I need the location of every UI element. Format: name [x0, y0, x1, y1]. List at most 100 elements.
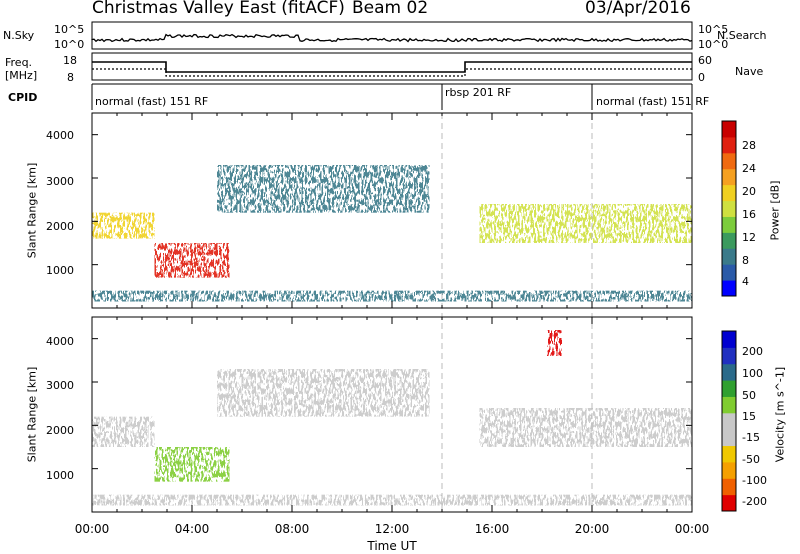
nsky-label: N.Sky: [3, 29, 35, 42]
power-cbar-tick-4: 4: [742, 275, 749, 288]
power-cbar-tick-28: 28: [742, 139, 756, 152]
colorbar-swatch: [722, 200, 736, 217]
power-ytick-4000: 4000: [46, 129, 74, 142]
power-ytick-1000: 1000: [46, 264, 74, 277]
velocity-cbar-tick-m15: -15: [742, 431, 760, 444]
velocity-cbar-label: Velocity [m s^-1]: [773, 366, 787, 463]
nave-label: Nave: [735, 65, 764, 78]
cpid-label: CPID: [8, 91, 38, 104]
colorbar-swatch: [722, 363, 736, 381]
velocity-cbar-tick-50: 50: [742, 389, 756, 402]
freq-trace: [92, 61, 692, 73]
xtick-2400: 00:00: [674, 522, 710, 536]
velocity-ytick-4000: 4000: [46, 335, 74, 348]
power-cbar-tick-12: 12: [742, 231, 756, 244]
nsearch-label: N.Search: [717, 29, 767, 42]
power-cbar-tick-8: 8: [742, 254, 749, 267]
xtick-2000: 20:00: [574, 522, 610, 536]
freq-tick-bottom: 8: [67, 71, 74, 84]
power-cbar-tick-20: 20: [742, 185, 756, 198]
nsky-tick-top: 10^5: [54, 23, 85, 36]
velocity-ytick-3000: 3000: [46, 379, 74, 392]
velocity-echo-region-1: [154, 447, 230, 482]
colorbar-swatch: [722, 232, 736, 249]
velocity-echo-region-5: [547, 330, 562, 356]
power-echo-region-0: [92, 212, 155, 239]
power-cbar-label: Power [dB]: [768, 180, 782, 241]
velocity-echo-region-4: [92, 494, 692, 506]
velocity-cbar-tick-200: 200: [742, 345, 763, 358]
power-echo-region-1: [154, 243, 230, 278]
xtick-0400: 04:00: [174, 522, 210, 536]
freq-panel-frame: [91, 52, 693, 81]
date-label: 03/Apr/2016: [585, 0, 691, 18]
colorbar-frame: [721, 330, 737, 512]
power-echo-region-3: [479, 204, 692, 243]
nave-trace: [92, 68, 692, 77]
velocity-colorbar: [721, 330, 737, 512]
colorbar-swatch: [722, 216, 736, 233]
colorbar-swatch: [722, 478, 736, 496]
colorbar-swatch: [722, 136, 736, 154]
velocity-cbar-tick-m50: -50: [742, 453, 760, 466]
xtick-0800: 08:00: [274, 522, 310, 536]
chart-title: Christmas Valley East (fitACF): [92, 0, 345, 18]
colorbar-swatch: [722, 445, 736, 463]
beam-label: Beam 02: [352, 0, 429, 18]
colorbar-swatch: [722, 494, 736, 512]
power-ylabel: Slant Range [km]: [25, 162, 39, 259]
velocity-cbar-tick-100: 100: [742, 367, 763, 380]
colorbar-swatch: [722, 280, 736, 297]
velocity-ylabel: Slant Range [km]: [25, 366, 39, 463]
colorbar-swatch: [722, 184, 736, 202]
velocity-cbar-tick-m200: -200: [742, 495, 767, 508]
velocity-echo-region-0: [92, 416, 155, 447]
velocity-cbar-tick-m100: -100: [742, 474, 767, 487]
colorbar-swatch: [722, 168, 736, 186]
colorbar-swatch: [722, 412, 736, 430]
nave-tick-top: 60: [698, 54, 712, 67]
power-ytick-3000: 3000: [46, 175, 74, 188]
nave-tick-bottom: 0: [698, 71, 705, 84]
colorbar-swatch: [722, 429, 736, 447]
nsky-panel-frame: [91, 21, 693, 50]
velocity-echo-region-3: [479, 408, 692, 447]
power-echo-region-4: [92, 290, 692, 302]
colorbar-swatch: [722, 152, 736, 170]
colorbar-frame: [721, 120, 737, 297]
velocity-cbar-tick-15: 15: [742, 410, 756, 423]
velocity-echo-region-2: [217, 369, 430, 417]
power-echo-region-2: [217, 165, 430, 213]
colorbar-swatch: [722, 396, 736, 414]
colorbar-swatch: [722, 347, 736, 365]
freq-label: Freq.: [5, 56, 33, 69]
velocity-data-layer: [92, 330, 692, 506]
colorbar-swatch: [722, 461, 736, 479]
colorbar-swatch: [722, 264, 736, 281]
colorbar-swatch: [722, 248, 736, 265]
nsearch-tick-bottom: 10^0: [698, 38, 729, 51]
velocity-ytick-2000: 2000: [46, 424, 74, 437]
xtick-0000: 00:00: [74, 522, 110, 536]
cpid-segment-1: normal (fast) 151 RF: [95, 95, 209, 108]
power-ytick-2000: 2000: [46, 220, 74, 233]
colorbar-swatch: [722, 121, 736, 138]
power-cbar-tick-16: 16: [742, 208, 756, 221]
freq-unit: [MHz]: [5, 69, 38, 82]
xtick-1600: 16:00: [474, 522, 510, 536]
xtick-1200: 12:00: [374, 522, 410, 536]
power-colorbar: [721, 120, 737, 297]
nsky-tick-bottom: 10^0: [54, 38, 85, 51]
cpid-segment-3: normal (fast) 151 RF: [596, 95, 710, 108]
colorbar-swatch: [722, 331, 736, 348]
nsearch-tick-top: 10^5: [698, 23, 729, 36]
cpid-segment-2: rbsp 201 RF: [445, 86, 512, 99]
power-cbar-tick-24: 24: [742, 162, 756, 175]
nsky-trace: [91, 33, 693, 43]
colorbar-swatch: [722, 380, 736, 397]
velocity-ytick-1000: 1000: [46, 469, 74, 482]
power-data-layer: [92, 165, 692, 302]
axis-ticks: [91, 113, 693, 512]
